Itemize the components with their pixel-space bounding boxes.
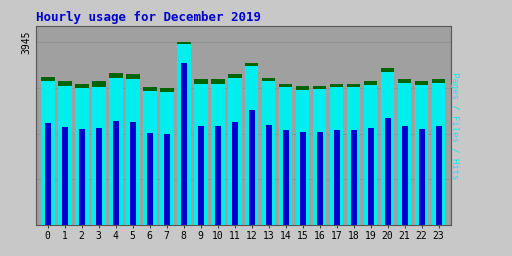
Bar bbox=[266, 125, 272, 225]
Bar bbox=[385, 118, 391, 225]
Bar bbox=[143, 87, 157, 225]
Bar bbox=[96, 128, 102, 225]
Bar bbox=[130, 122, 136, 225]
Bar bbox=[296, 90, 309, 225]
Bar bbox=[334, 130, 340, 225]
Bar bbox=[228, 78, 242, 225]
Bar bbox=[313, 89, 327, 225]
Bar bbox=[381, 68, 394, 225]
Bar bbox=[215, 126, 221, 225]
Bar bbox=[126, 74, 139, 225]
Bar bbox=[231, 122, 238, 225]
Bar bbox=[401, 126, 408, 225]
Bar bbox=[75, 84, 89, 225]
Bar bbox=[41, 77, 55, 225]
Bar bbox=[330, 84, 344, 225]
Bar bbox=[245, 67, 259, 225]
Bar bbox=[177, 44, 190, 225]
Text: Hourly usage for December 2019: Hourly usage for December 2019 bbox=[36, 12, 261, 24]
Bar bbox=[61, 127, 68, 225]
Bar bbox=[41, 81, 55, 225]
Bar bbox=[146, 133, 153, 225]
Bar bbox=[347, 84, 360, 225]
Bar bbox=[109, 78, 122, 225]
Bar bbox=[245, 63, 259, 225]
Bar bbox=[398, 79, 412, 225]
Bar bbox=[211, 79, 224, 225]
Bar bbox=[194, 84, 207, 225]
Bar bbox=[92, 87, 105, 225]
Bar bbox=[313, 86, 327, 225]
Bar bbox=[181, 63, 187, 225]
Bar bbox=[126, 79, 139, 225]
Bar bbox=[330, 87, 344, 225]
Bar bbox=[58, 81, 72, 225]
Bar bbox=[279, 84, 292, 225]
Bar bbox=[347, 87, 360, 225]
Bar bbox=[398, 83, 412, 225]
Bar bbox=[109, 73, 122, 225]
Bar bbox=[279, 87, 292, 225]
Bar bbox=[283, 130, 289, 225]
Bar bbox=[381, 72, 394, 225]
Bar bbox=[432, 79, 445, 225]
Bar bbox=[198, 126, 204, 225]
Bar bbox=[436, 126, 442, 225]
Bar bbox=[164, 134, 170, 225]
Bar bbox=[160, 88, 174, 225]
Bar bbox=[45, 123, 51, 225]
Bar bbox=[160, 92, 174, 225]
Bar bbox=[143, 91, 157, 225]
Bar bbox=[75, 88, 89, 225]
Bar bbox=[262, 78, 275, 225]
Bar bbox=[228, 74, 242, 225]
Bar bbox=[177, 42, 190, 225]
Bar bbox=[249, 110, 255, 225]
Bar bbox=[92, 81, 105, 225]
Bar bbox=[415, 85, 429, 225]
Bar bbox=[194, 79, 207, 225]
Bar bbox=[415, 81, 429, 225]
Bar bbox=[296, 87, 309, 225]
Bar bbox=[79, 129, 85, 225]
Bar bbox=[262, 81, 275, 225]
Y-axis label: Pages / Files / Hits: Pages / Files / Hits bbox=[450, 72, 459, 179]
Bar bbox=[419, 129, 425, 225]
Bar bbox=[211, 84, 224, 225]
Bar bbox=[432, 83, 445, 225]
Bar bbox=[300, 132, 306, 225]
Bar bbox=[58, 86, 72, 225]
Bar bbox=[364, 81, 377, 225]
Bar bbox=[316, 132, 323, 225]
Bar bbox=[364, 85, 377, 225]
Bar bbox=[113, 121, 119, 225]
Bar bbox=[368, 128, 374, 225]
Bar bbox=[351, 130, 357, 225]
